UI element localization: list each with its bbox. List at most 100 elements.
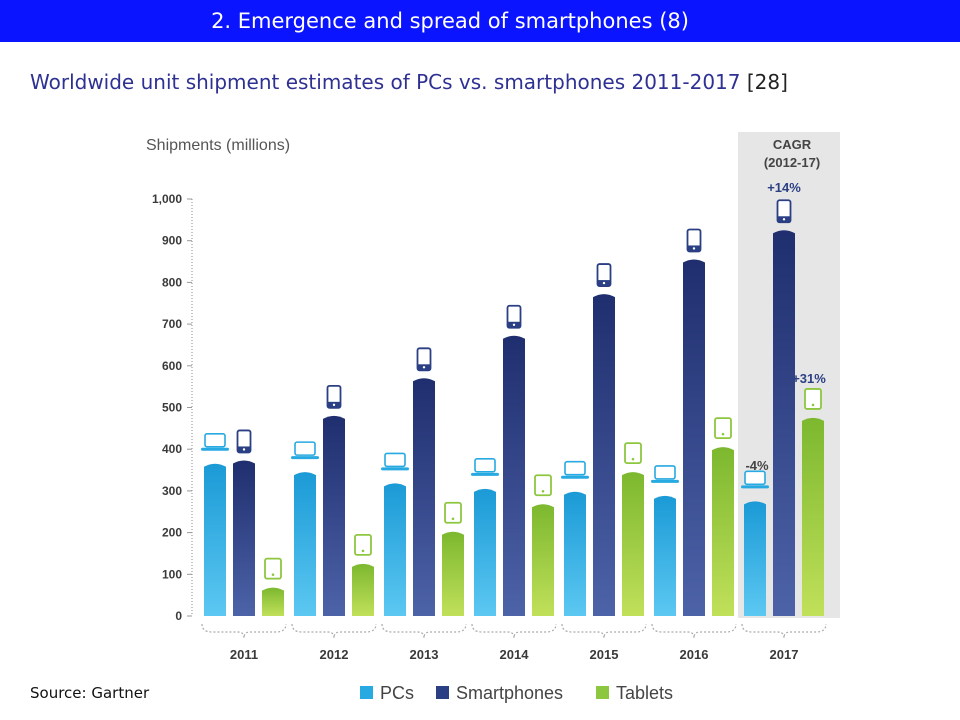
tablet-button — [811, 403, 815, 407]
cagr-tablets-label: +31% — [792, 371, 826, 386]
tablet-icon — [354, 533, 372, 556]
tablet-button — [271, 573, 275, 576]
phone-button — [782, 218, 786, 221]
cagr-pcs-label: -4% — [745, 458, 769, 473]
smartphone-icon — [596, 263, 612, 287]
smartphone-icon — [416, 347, 432, 372]
laptop-icon — [381, 452, 409, 471]
tablet-body — [444, 501, 462, 524]
bar-smartphones-2011 — [233, 460, 255, 616]
subtitle-reference: [28] — [746, 70, 788, 94]
tablet-button — [631, 457, 635, 461]
tablet-button — [451, 517, 455, 521]
smartphone-icon — [506, 304, 522, 329]
bar-smartphones-2016 — [683, 259, 705, 616]
bar-pcs-2011 — [204, 463, 226, 616]
slide-title-bar: 2. Emergence and spread of smartphones (… — [0, 0, 960, 42]
category-bracket — [201, 623, 287, 639]
tablet-body — [804, 388, 822, 410]
x-tick-label: 2014 — [500, 647, 530, 662]
tablet-button — [541, 489, 545, 493]
category-bracket — [561, 623, 647, 639]
tablet-body — [714, 417, 732, 440]
cagr-title: CAGR — [773, 137, 812, 152]
smartphone-icon — [686, 228, 702, 253]
bar-smartphones-2017 — [773, 230, 795, 616]
laptop-base — [561, 475, 589, 479]
bar-pcs-2016 — [654, 495, 676, 616]
bar-smartphones-2015 — [593, 294, 615, 616]
y-tick-label: 500 — [162, 401, 182, 415]
bar-tablets-2011 — [262, 587, 284, 616]
tablet-body — [534, 474, 552, 497]
source-note: Source: Gartner — [30, 684, 150, 702]
laptop-base — [381, 467, 409, 471]
tablet-button — [361, 549, 365, 553]
laptop-screen — [294, 441, 316, 456]
x-tick-label: 2011 — [230, 647, 258, 662]
y-tick-label: 1,000 — [152, 192, 182, 206]
phone-button — [242, 448, 246, 451]
tablet-icon — [444, 501, 462, 524]
x-tick-label: 2013 — [410, 647, 439, 662]
slide-title: 2. Emergence and spread of smartphones (… — [203, 9, 697, 33]
laptop-screen — [204, 432, 226, 448]
tablet-icon — [264, 557, 282, 580]
legend-label-smartphones: Smartphones — [456, 683, 563, 703]
x-tick-label: 2012 — [320, 647, 349, 662]
category-bracket — [741, 623, 827, 639]
slide-subtitle: Worldwide unit shipment estimates of PCs… — [30, 70, 960, 94]
bar-pcs-2015 — [564, 491, 586, 616]
bar-smartphones-2012 — [323, 415, 345, 616]
legend-label-tablets: Tablets — [616, 683, 673, 703]
bar-tablets-2016 — [712, 447, 734, 616]
y-axis-label: Shipments (millions) — [146, 137, 290, 154]
y-tick-label: 400 — [162, 442, 182, 456]
laptop-icon — [741, 470, 769, 489]
bar-smartphones-2014 — [503, 335, 525, 616]
laptop-icon — [561, 460, 589, 479]
x-tick-label: 2016 — [680, 647, 709, 662]
y-tick-label: 900 — [162, 234, 182, 248]
phone-button — [422, 366, 426, 369]
tablet-button — [721, 432, 725, 436]
legend-swatch-pcs — [360, 686, 373, 699]
smartphone-icon — [326, 384, 342, 409]
subtitle-text: Worldwide unit shipment estimates of PCs… — [30, 70, 741, 94]
legend-swatch-smartphones — [436, 686, 449, 699]
x-tick-label: 2017 — [770, 647, 799, 662]
laptop-screen — [654, 465, 676, 480]
bar-tablets-2013 — [442, 531, 464, 616]
category-bracket — [651, 623, 737, 639]
laptop-base — [651, 479, 679, 483]
category-bracket — [471, 623, 557, 639]
y-tick-label: 700 — [162, 317, 182, 331]
bar-tablets-2015 — [622, 472, 644, 616]
phone-button — [602, 281, 606, 285]
bar-tablets-2014 — [532, 504, 554, 616]
y-tick-label: 200 — [162, 526, 182, 540]
tablet-body — [624, 442, 642, 465]
y-tick-label: 100 — [162, 567, 182, 581]
phone-button — [692, 247, 696, 250]
y-tick-label: 800 — [162, 275, 182, 289]
smartphone-icon — [776, 199, 792, 224]
smartphone-icon — [236, 429, 252, 454]
laptop-icon — [201, 432, 229, 451]
tablet-icon — [714, 417, 732, 440]
laptop-base — [291, 456, 319, 460]
bar-smartphones-2013 — [413, 378, 435, 616]
tablet-icon — [534, 474, 552, 497]
bar-tablets-2017 — [802, 417, 824, 616]
laptop-base — [471, 472, 499, 476]
cagr-smartphones-label: +14% — [767, 180, 801, 195]
tablet-icon — [624, 442, 642, 465]
category-bracket — [381, 623, 467, 639]
y-tick-label: 300 — [162, 484, 182, 498]
x-tick-label: 2015 — [590, 647, 619, 662]
y-tick-label: 0 — [175, 609, 182, 623]
laptop-screen — [744, 470, 766, 486]
tablet-icon — [804, 388, 822, 410]
phone-button — [512, 323, 516, 326]
